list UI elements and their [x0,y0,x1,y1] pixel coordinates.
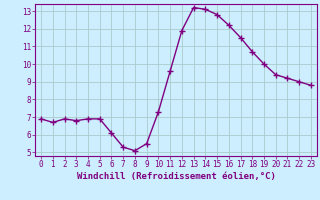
X-axis label: Windchill (Refroidissement éolien,°C): Windchill (Refroidissement éolien,°C) [76,172,276,181]
